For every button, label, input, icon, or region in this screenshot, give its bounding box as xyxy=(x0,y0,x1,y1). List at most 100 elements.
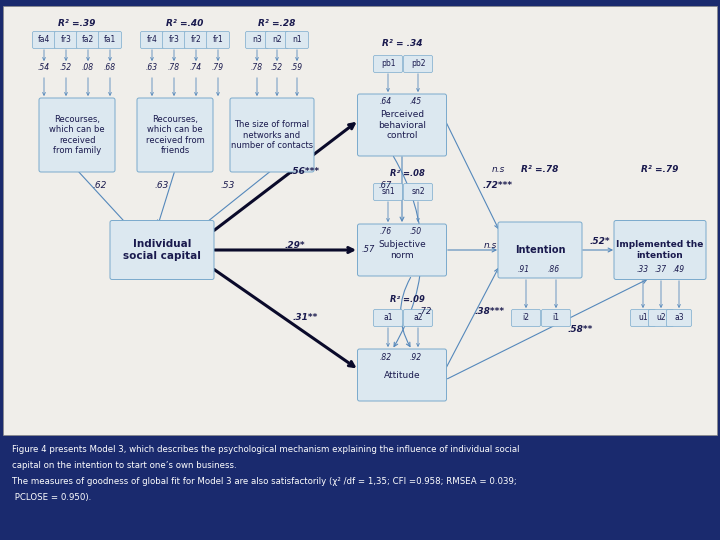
Text: Recourses,
which can be
received
from family: Recourses, which can be received from fa… xyxy=(49,115,105,155)
Text: R² =.09: R² =.09 xyxy=(390,295,424,305)
FancyBboxPatch shape xyxy=(358,94,446,156)
Text: Implemented the
intention: Implemented the intention xyxy=(616,240,703,260)
Text: .49: .49 xyxy=(673,266,685,274)
Text: .52: .52 xyxy=(60,64,72,72)
Text: .82: .82 xyxy=(380,353,392,361)
Text: n.s: n.s xyxy=(483,240,497,249)
Text: The size of formal
networks and
number of contacts: The size of formal networks and number o… xyxy=(231,120,313,150)
Text: Figure 4 presents Model 3, which describes the psychological mechanism explainin: Figure 4 presents Model 3, which describ… xyxy=(12,445,520,454)
FancyBboxPatch shape xyxy=(649,309,673,327)
Text: .78: .78 xyxy=(251,64,263,72)
Text: .58**: .58** xyxy=(567,326,593,334)
FancyBboxPatch shape xyxy=(266,31,289,49)
Text: .67: .67 xyxy=(378,180,392,190)
Text: .91: .91 xyxy=(518,266,530,274)
FancyBboxPatch shape xyxy=(32,31,55,49)
Text: .63: .63 xyxy=(155,180,169,190)
Text: .78: .78 xyxy=(168,64,180,72)
Text: Recourses,
which can be
received from
friends: Recourses, which can be received from fr… xyxy=(145,115,204,155)
Text: .45: .45 xyxy=(410,98,422,106)
Text: Perceived
behavioral
control: Perceived behavioral control xyxy=(378,110,426,140)
FancyBboxPatch shape xyxy=(667,309,691,327)
Text: a2: a2 xyxy=(413,314,423,322)
Text: .52: .52 xyxy=(271,64,283,72)
Text: n.s: n.s xyxy=(491,165,505,174)
Text: R² =.40: R² =.40 xyxy=(166,19,204,29)
FancyBboxPatch shape xyxy=(286,31,308,49)
FancyBboxPatch shape xyxy=(511,309,541,327)
Text: .68: .68 xyxy=(104,64,116,72)
Text: .57: .57 xyxy=(361,246,374,254)
Text: .33: .33 xyxy=(637,266,649,274)
Text: fa1: fa1 xyxy=(104,36,116,44)
Text: .92: .92 xyxy=(410,353,422,361)
FancyBboxPatch shape xyxy=(246,31,269,49)
Text: PCLOSE = 0.950).: PCLOSE = 0.950). xyxy=(12,493,91,502)
Text: R² =.08: R² =.08 xyxy=(390,170,424,179)
FancyBboxPatch shape xyxy=(3,6,717,435)
Text: pb1: pb1 xyxy=(381,59,395,69)
Text: .52*: .52* xyxy=(590,238,611,246)
Text: sn1: sn1 xyxy=(381,187,395,197)
Text: fr2: fr2 xyxy=(191,36,202,44)
FancyBboxPatch shape xyxy=(55,31,78,49)
FancyBboxPatch shape xyxy=(163,31,186,49)
Text: .08: .08 xyxy=(82,64,94,72)
FancyBboxPatch shape xyxy=(498,222,582,278)
FancyBboxPatch shape xyxy=(541,309,570,327)
FancyBboxPatch shape xyxy=(374,184,402,200)
Text: fr4: fr4 xyxy=(147,36,158,44)
Text: n3: n3 xyxy=(252,36,262,44)
Text: capital on the intention to start one’s own business.: capital on the intention to start one’s … xyxy=(12,461,237,470)
Text: .72***: .72*** xyxy=(483,180,513,190)
FancyBboxPatch shape xyxy=(631,309,655,327)
Text: fr1: fr1 xyxy=(212,36,223,44)
Text: .63: .63 xyxy=(146,64,158,72)
Text: .54: .54 xyxy=(38,64,50,72)
FancyBboxPatch shape xyxy=(403,56,433,72)
FancyBboxPatch shape xyxy=(184,31,207,49)
Text: i2: i2 xyxy=(523,314,529,322)
FancyBboxPatch shape xyxy=(3,437,717,537)
Text: pb2: pb2 xyxy=(410,59,426,69)
Text: Individual
social capital: Individual social capital xyxy=(123,239,201,261)
FancyBboxPatch shape xyxy=(403,309,433,327)
FancyBboxPatch shape xyxy=(230,98,314,172)
Text: .37: .37 xyxy=(655,266,667,274)
Text: R² =.79: R² =.79 xyxy=(642,165,679,174)
Text: .79: .79 xyxy=(212,64,224,72)
FancyBboxPatch shape xyxy=(137,98,213,172)
FancyBboxPatch shape xyxy=(110,220,214,280)
Text: .38***: .38*** xyxy=(475,307,505,316)
Text: a1: a1 xyxy=(383,314,392,322)
Text: .56***: .56*** xyxy=(290,167,320,177)
Text: Attitude: Attitude xyxy=(384,370,420,380)
FancyBboxPatch shape xyxy=(207,31,230,49)
FancyBboxPatch shape xyxy=(358,349,446,401)
Text: The measures of goodness of global fit for Model 3 are also satisfactorily (χ² /: The measures of goodness of global fit f… xyxy=(12,477,517,486)
Text: R² =.78: R² =.78 xyxy=(521,165,559,174)
Text: R² =.39: R² =.39 xyxy=(58,19,96,29)
Text: .64: .64 xyxy=(380,98,392,106)
Text: fa4: fa4 xyxy=(38,36,50,44)
Text: n1: n1 xyxy=(292,36,302,44)
FancyBboxPatch shape xyxy=(76,31,99,49)
Text: i1: i1 xyxy=(552,314,559,322)
Text: .31**: .31** xyxy=(292,314,318,322)
Text: .76: .76 xyxy=(380,227,392,237)
Text: fr3: fr3 xyxy=(60,36,71,44)
Text: R² =.28: R² =.28 xyxy=(258,19,296,29)
Text: .86: .86 xyxy=(548,266,560,274)
Text: R² = .34: R² = .34 xyxy=(382,39,422,49)
FancyBboxPatch shape xyxy=(99,31,122,49)
Text: sn2: sn2 xyxy=(411,187,425,197)
FancyBboxPatch shape xyxy=(374,309,402,327)
Text: a3: a3 xyxy=(674,314,684,322)
FancyBboxPatch shape xyxy=(403,184,433,200)
FancyBboxPatch shape xyxy=(140,31,163,49)
Text: fa2: fa2 xyxy=(82,36,94,44)
FancyBboxPatch shape xyxy=(358,224,446,276)
Text: .59: .59 xyxy=(291,64,303,72)
Text: u2: u2 xyxy=(656,314,666,322)
Text: n2: n2 xyxy=(272,36,282,44)
